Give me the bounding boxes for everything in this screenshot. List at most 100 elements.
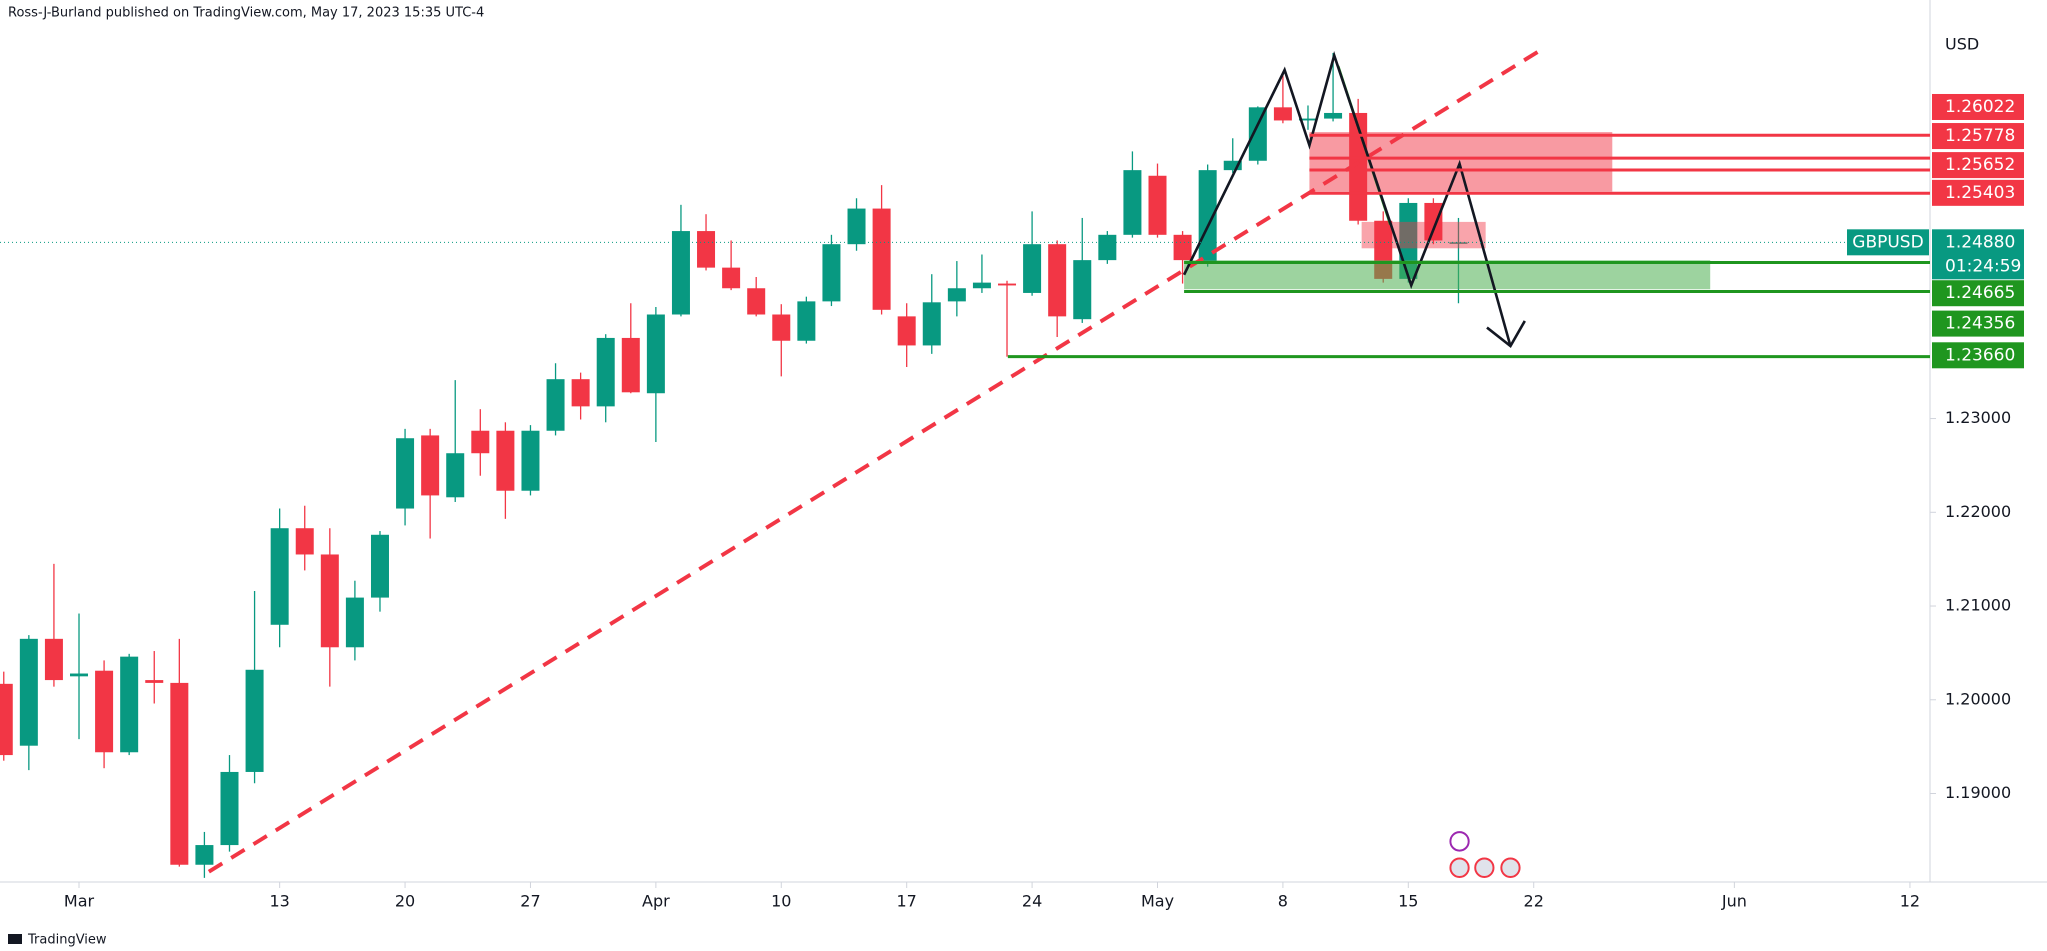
x-tick-label: 10 <box>771 892 791 911</box>
x-tick-label: Mar <box>64 892 95 911</box>
price-level-label: 1.24665 <box>1945 283 2015 303</box>
candle-body <box>19 638 38 746</box>
price-level-box <box>1932 342 2024 369</box>
candle-body <box>797 301 816 341</box>
zigzag-path <box>1182 51 1512 347</box>
candle-body <box>972 282 991 289</box>
candle-body <box>1449 242 1468 244</box>
price-level-box <box>1932 310 2024 337</box>
candle-body <box>596 337 615 407</box>
currency: USD <box>1945 35 1979 54</box>
overlay: 1.19000 1.20000 1.21000 1.22000 1.23000 Mar 13… <box>0 93 2024 911</box>
y-tick-label: 1.23000 <box>1945 408 2011 427</box>
candle-body <box>571 379 590 407</box>
price-level-label: 1.25652 <box>1945 155 2015 175</box>
current-price-box <box>1932 229 2024 280</box>
candle-body <box>345 597 364 648</box>
candle-body <box>1273 107 1292 121</box>
countdown-label: 01:24:59 <box>1945 256 2021 276</box>
price-level-label: 1.25403 <box>1945 183 2015 203</box>
symbol-label: GBPUSD <box>1852 232 1923 252</box>
x-tick-label: 27 <box>520 892 540 911</box>
candle-body <box>947 288 966 302</box>
supply-zone <box>1309 132 1613 192</box>
candle-body <box>1298 118 1317 121</box>
price-level-label: 1.26022 <box>1945 97 2015 117</box>
x-tick-label: 13 <box>269 892 289 911</box>
candle-body <box>1248 107 1267 161</box>
x-tick-label: May <box>1141 892 1174 911</box>
x-tick-label: 22 <box>1524 892 1544 911</box>
candle-body <box>1073 260 1092 320</box>
x-tick-label: 17 <box>897 892 917 911</box>
candle-body <box>822 244 841 302</box>
candle-body <box>1198 170 1217 264</box>
candle-body <box>446 453 465 498</box>
y-tick-label: 1.20000 <box>1945 689 2011 708</box>
x-tick-label: 8 <box>1278 892 1288 911</box>
candle-body <box>872 208 891 310</box>
demand-zone <box>1184 260 1711 290</box>
candle-body <box>1123 170 1142 235</box>
price-level-label: 1.24356 <box>1945 314 2015 334</box>
x-tick-label: 15 <box>1398 892 1418 911</box>
symbol-box <box>1847 229 1929 256</box>
candle-body <box>195 845 214 865</box>
price-level-box <box>1932 179 2024 206</box>
candle-body <box>270 528 289 625</box>
candle-body <box>1223 160 1242 171</box>
event-icon[interactable] <box>1500 857 1521 879</box>
candle-body <box>220 771 239 846</box>
candle-body <box>697 231 716 268</box>
candle-body <box>922 302 941 346</box>
price-level-label: 1.23660 <box>1945 345 2015 365</box>
candle-body <box>0 683 13 756</box>
current-price-label: 1.24880 <box>1945 232 2015 252</box>
y-tick-label: 1.21000 <box>1945 596 2011 615</box>
candle-body <box>1098 234 1117 261</box>
candle-body <box>1048 244 1067 317</box>
candle-body <box>1324 112 1343 119</box>
candle-body <box>496 430 515 491</box>
candle-body <box>245 669 264 772</box>
arrow-head <box>1486 320 1526 349</box>
candle-body <box>145 680 164 683</box>
attribution: Ross-J-Burland published on TradingView.… <box>8 6 484 21</box>
price-level-box <box>1932 152 2024 179</box>
candle-body <box>521 430 540 491</box>
candle-body <box>897 316 916 346</box>
candle-body <box>1023 244 1042 293</box>
price-level-box <box>1932 123 2024 150</box>
x-tick-label: Jun <box>1721 892 1747 911</box>
candle-body <box>396 438 415 509</box>
candle-body <box>295 528 314 555</box>
x-tick-label: 12 <box>1900 892 1920 911</box>
candle-body <box>772 314 791 341</box>
candle-body <box>998 283 1017 286</box>
candle-body <box>747 288 766 315</box>
candle-body <box>847 208 866 245</box>
event-icon[interactable] <box>1474 857 1495 879</box>
candle-body <box>546 379 565 431</box>
candle-body <box>1173 234 1192 261</box>
footer: TradingView <box>27 933 107 948</box>
candle-body <box>44 638 63 681</box>
y-tick-label: 1.22000 <box>1945 502 2011 521</box>
candle-body <box>646 314 665 394</box>
price-level-label: 1.25778 <box>1945 126 2015 146</box>
x-tick-label: Apr <box>642 892 670 911</box>
y-tick-label: 1.19000 <box>1945 783 2011 802</box>
candle-body <box>421 435 440 496</box>
candle-body <box>70 673 89 677</box>
event-icon[interactable] <box>1449 857 1470 879</box>
price-level-box <box>1932 93 2024 120</box>
price-level-box <box>1932 280 2024 307</box>
candle-body <box>1148 175 1167 235</box>
logo <box>8 934 22 944</box>
candle-body <box>621 337 640 393</box>
candle-body <box>95 670 114 753</box>
event-icon[interactable] <box>1449 831 1470 852</box>
candle-body <box>671 231 690 315</box>
